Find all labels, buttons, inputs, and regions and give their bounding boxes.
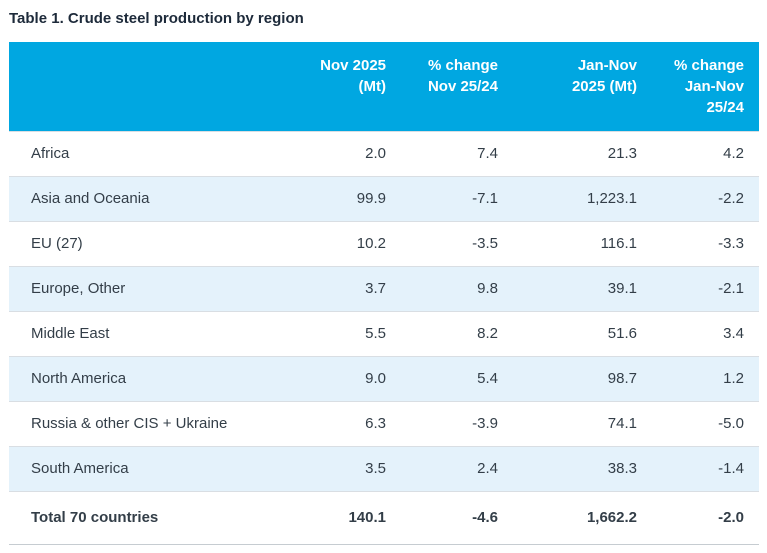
header-cell-nov-2025: Nov 2025 (Mt) (251, 42, 386, 132)
value-cell: -2.1 (637, 266, 759, 312)
value-cell: 39.1 (498, 266, 637, 312)
header-line: Jan-Nov (577, 57, 637, 74)
table-row-europe-other: Europe, Other 3.7 9.8 39.1 -2.1 (9, 266, 759, 312)
header-row: Nov 2025 (Mt) % change Nov 25/24 Jan-Nov… (9, 42, 759, 132)
value-cell: 1.2 (637, 356, 759, 402)
header-line: % change (673, 57, 744, 74)
header-cell-region (9, 42, 251, 132)
table-header: Nov 2025 (Mt) % change Nov 25/24 Jan-Nov… (9, 42, 759, 132)
value-cell: 9.0 (251, 356, 386, 402)
table-row-south-america: South America 3.5 2.4 38.3 -1.4 (9, 446, 759, 492)
total-value-cell: -2.0 (637, 491, 759, 545)
region-cell: North America (9, 356, 251, 402)
header-cell-jan-nov-2025: Jan-Nov 2025 (Mt) (498, 42, 637, 132)
value-cell: -1.4 (637, 446, 759, 492)
header-line: Nov 25/24 (427, 78, 498, 95)
region-cell: Asia and Oceania (9, 176, 251, 222)
table-body: Africa 2.0 7.4 21.3 4.2 Asia and Oceania… (9, 131, 759, 492)
header-line: Jan-Nov (684, 78, 744, 95)
total-value-cell: -4.6 (386, 491, 498, 545)
value-cell: 21.3 (498, 131, 637, 177)
value-cell: 2.4 (386, 446, 498, 492)
table-row-eu-27: EU (27) 10.2 -3.5 116.1 -3.3 (9, 221, 759, 267)
value-cell: 98.7 (498, 356, 637, 402)
total-label-cell: Total 70 countries (9, 491, 251, 545)
table-row-north-america: North America 9.0 5.4 98.7 1.2 (9, 356, 759, 402)
value-cell: 1,223.1 (498, 176, 637, 222)
table-footer: Total 70 countries 140.1 -4.6 1,662.2 -2… (9, 491, 759, 545)
total-value-cell: 1,662.2 (498, 491, 637, 545)
value-cell: 116.1 (498, 221, 637, 267)
header-cell-change-jan-nov: % change Jan-Nov 25/24 (637, 42, 759, 132)
region-cell: Europe, Other (9, 266, 251, 312)
table-row-russia-cis-ukraine: Russia & other CIS + Ukraine 6.3 -3.9 74… (9, 401, 759, 447)
region-cell: Middle East (9, 311, 251, 357)
region-cell: EU (27) (9, 221, 251, 267)
header-line: 2025 (Mt) (571, 78, 637, 95)
value-cell: 74.1 (498, 401, 637, 447)
value-cell: 6.3 (251, 401, 386, 447)
value-cell: 7.4 (386, 131, 498, 177)
table-row-africa: Africa 2.0 7.4 21.3 4.2 (9, 131, 759, 177)
value-cell: 3.5 (251, 446, 386, 492)
value-cell: 5.4 (386, 356, 498, 402)
value-cell: 51.6 (498, 311, 637, 357)
value-cell: 2.0 (251, 131, 386, 177)
value-cell: 3.7 (251, 266, 386, 312)
value-cell: 99.9 (251, 176, 386, 222)
region-cell: Africa (9, 131, 251, 177)
value-cell: 3.4 (637, 311, 759, 357)
value-cell: 10.2 (251, 221, 386, 267)
value-cell: 4.2 (637, 131, 759, 177)
value-cell: -3.3 (637, 221, 759, 267)
header-line: (Mt) (358, 78, 386, 95)
header-cell-change-nov: % change Nov 25/24 (386, 42, 498, 132)
value-cell: 8.2 (386, 311, 498, 357)
value-cell: -2.2 (637, 176, 759, 222)
table-row-asia-and-oceania: Asia and Oceania 99.9 -7.1 1,223.1 -2.2 (9, 176, 759, 222)
value-cell: 5.5 (251, 311, 386, 357)
table-row-total: Total 70 countries 140.1 -4.6 1,662.2 -2… (9, 491, 759, 545)
table-title: Table 1. Crude steel production by regio… (9, 10, 304, 27)
region-cell: Russia & other CIS + Ukraine (9, 401, 251, 447)
table-row-middle-east: Middle East 5.5 8.2 51.6 3.4 (9, 311, 759, 357)
header-line: Nov 2025 (320, 57, 386, 74)
crude-steel-production-table: Nov 2025 (Mt) % change Nov 25/24 Jan-Nov… (9, 42, 759, 545)
header-line: % change (427, 57, 498, 74)
header-line: 25/24 (706, 99, 744, 116)
value-cell: -3.9 (386, 401, 498, 447)
value-cell: -3.5 (386, 221, 498, 267)
total-value-cell: 140.1 (251, 491, 386, 545)
region-cell: South America (9, 446, 251, 492)
value-cell: -7.1 (386, 176, 498, 222)
value-cell: 9.8 (386, 266, 498, 312)
value-cell: -5.0 (637, 401, 759, 447)
value-cell: 38.3 (498, 446, 637, 492)
